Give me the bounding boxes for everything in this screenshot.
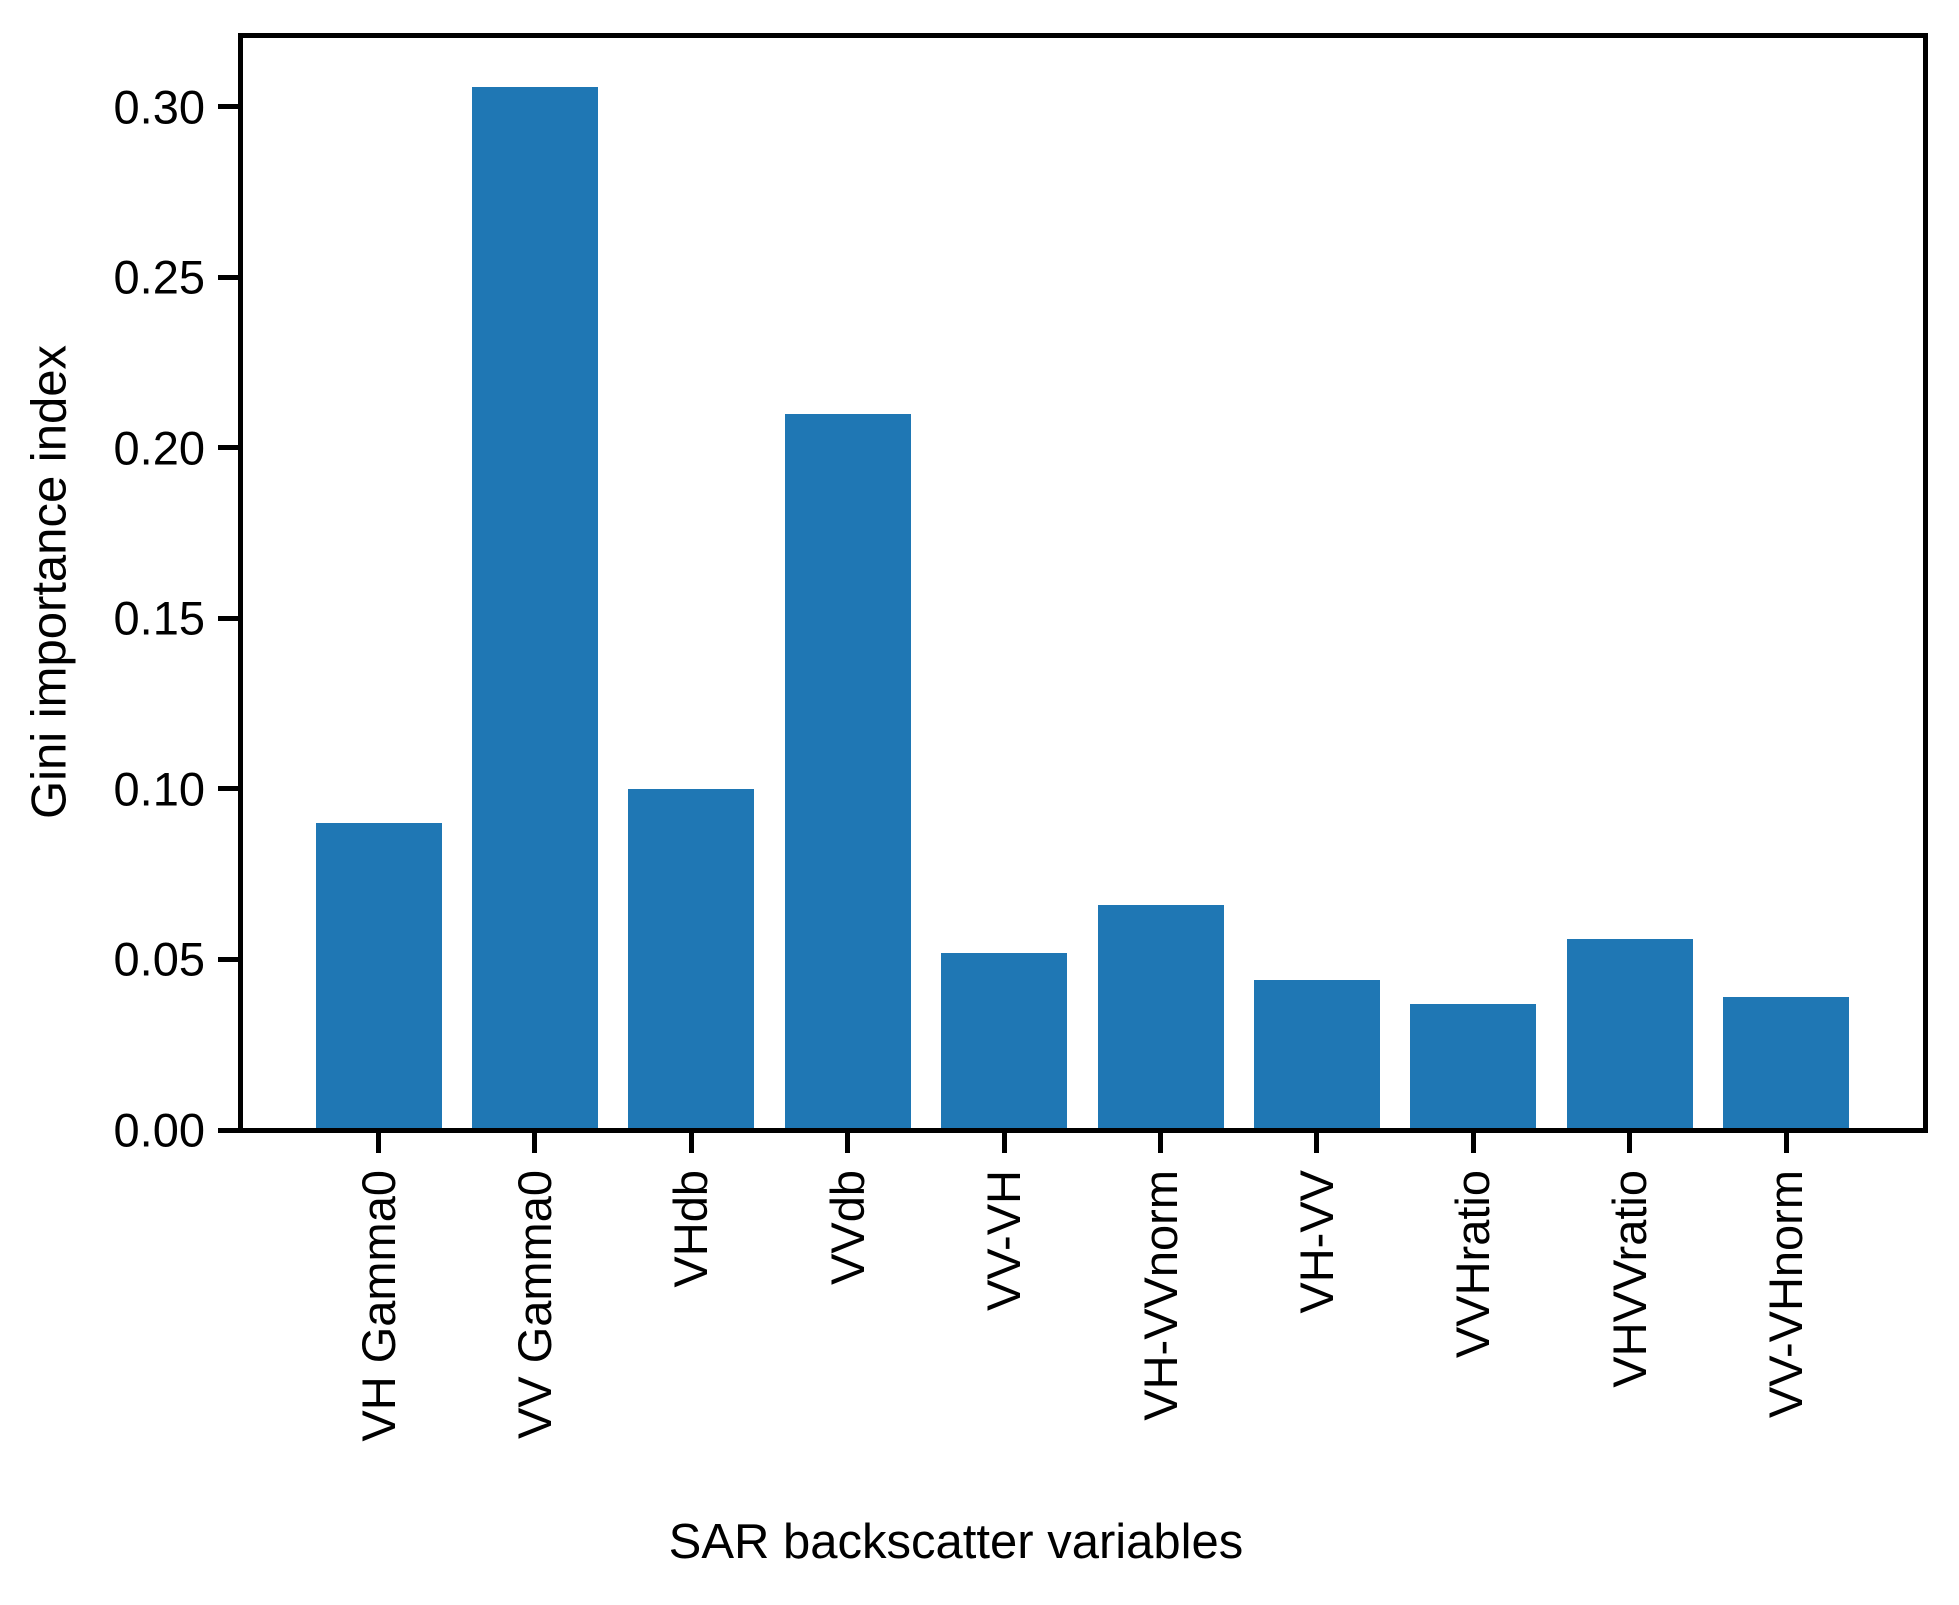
x-tick [532,1132,538,1153]
x-tick-label: VVdb [820,1170,874,1285]
axis-spine-bottom [237,1127,1928,1133]
x-tick [1314,1132,1320,1153]
x-tick-label: VH-VV [1289,1170,1343,1314]
x-tick-label: VVHratio [1446,1170,1500,1359]
y-tick [217,615,238,621]
bar-VHVVratio [1566,939,1693,1130]
bar-VH-VVnorm [1097,904,1224,1130]
x-tick [1001,1132,1007,1153]
y-tick-label: 0.20 [113,421,205,475]
axis-spine-right [1922,32,1928,1133]
x-tick-label: VV-VH [977,1170,1031,1312]
x-tick-label: VV Gamma0 [507,1170,561,1440]
bar-VV Gamma0 [471,86,598,1130]
y-tick [217,104,238,110]
x-tick-label: VHdb [664,1170,718,1288]
bar-VH-VV [1253,979,1380,1130]
axis-spine-left [237,32,243,1133]
x-tick [1158,1132,1163,1153]
y-tick-label: 0.25 [113,250,205,304]
y-tick-label: 0.10 [113,762,205,816]
x-tick-label: VH-VVnorm [1133,1170,1187,1421]
y-tick-label: 0.00 [113,1103,205,1157]
x-tick [1783,1132,1789,1153]
bar-VVHratio [1410,1003,1537,1130]
plot-area: 0.00 0.05 0.10 0.15 0.20 0.25 0.30 VH Gamma0 VV… [114,32,1928,1442]
x-tick [845,1132,851,1153]
y-tick [217,786,238,792]
y-tick [217,1127,238,1133]
x-tick [376,1132,381,1153]
bar-VV-VH [941,952,1068,1130]
axis-spine-top [237,32,1928,38]
bar-VVdb [784,413,911,1130]
x-tick [1470,1132,1476,1153]
bar-VH Gamma0 [315,823,442,1130]
x-tick-label: VH Gamma0 [351,1170,405,1442]
x-tick [688,1132,694,1153]
y-axis-title: Gini importance index [22,345,77,819]
y-tick [217,274,238,280]
x-tick-label: VHVVratio [1602,1170,1656,1388]
y-tick-label: 0.30 [113,80,205,134]
x-tick [1627,1132,1633,1153]
x-axis-title: SAR backscatter variables [668,1515,1244,1569]
bar-VHdb [628,789,755,1130]
y-tick [217,956,238,962]
y-tick-label: 0.05 [113,932,205,986]
x-tick-label: VV-VHnorm [1759,1170,1813,1419]
y-tick-label: 0.15 [113,591,205,645]
y-tick [217,445,238,451]
bar-VV-VHnorm [1723,997,1850,1130]
